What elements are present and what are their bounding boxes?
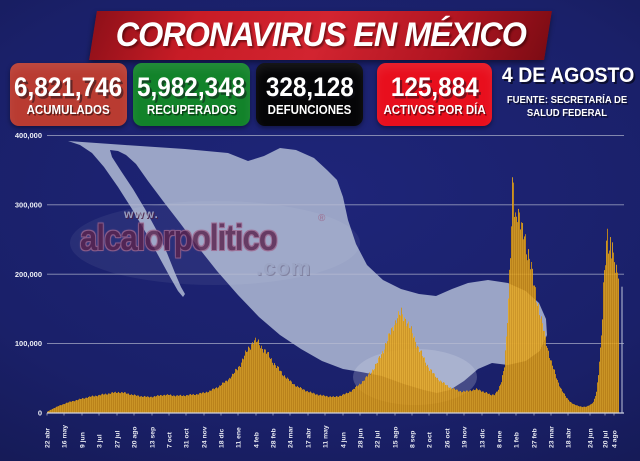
svg-text:100,000: 100,000	[15, 339, 42, 348]
svg-text:20 jul: 20 jul	[603, 431, 610, 448]
stat-box-activos: 125,884 ACTIVOS POR DÍA	[377, 63, 492, 126]
svg-text:24 jun: 24 jun	[588, 428, 595, 448]
source-line-1: FUENTE: SECRETARÍA DE	[506, 95, 628, 106]
svg-text:27 jul: 27 jul	[115, 431, 122, 448]
svg-text:18 dic: 18 dic	[219, 429, 226, 448]
watermark-halo-left	[70, 201, 360, 285]
svg-text:3 jul: 3 jul	[97, 434, 104, 448]
svg-text:4 jun: 4 jun	[341, 432, 348, 448]
svg-text:27 feb: 27 feb	[532, 428, 539, 448]
svg-text:200,000: 200,000	[15, 270, 42, 279]
svg-text:22 jul: 22 jul	[375, 431, 382, 448]
recuperados-value: 5,982,348	[137, 71, 246, 102]
title-banner: CORONAVIRUS EN MÉXICO	[89, 11, 552, 60]
source-line-2: SALUD FEDERAL	[526, 107, 608, 119]
svg-text:9 jun: 9 jun	[80, 432, 87, 448]
svg-text:4 ago: 4 ago	[612, 430, 619, 448]
recuperados-label: RECUPERADOS	[146, 102, 237, 117]
svg-text:23 mar: 23 mar	[549, 426, 556, 448]
svg-text:13 sep: 13 sep	[150, 427, 157, 448]
defunciones-value: 328,128	[265, 71, 354, 102]
svg-text:22 abr: 22 abr	[45, 428, 52, 448]
stat-box-defunciones: 328,128 DEFUNCIONES	[256, 63, 363, 126]
daily-actives-chart: 400,000 300,000 200,000 100,000 0 22 abr 16 ma…	[15, 131, 624, 448]
daily-bars	[47, 177, 619, 413]
svg-text:2 oct: 2 oct	[427, 431, 434, 448]
svg-text:0: 0	[38, 409, 42, 418]
svg-text:13 dic: 13 dic	[480, 429, 487, 448]
activos-value: 125,884	[390, 71, 479, 102]
axis	[46, 286, 624, 416]
svg-text:1 feb: 1 feb	[514, 432, 521, 448]
svg-text:8 ene: 8 ene	[497, 430, 504, 448]
stat-box-acumulados: 6,821,746 ACUMULADOS	[10, 63, 127, 126]
svg-text:18 abr: 18 abr	[566, 428, 573, 448]
svg-text:17 abr: 17 abr	[306, 428, 313, 448]
svg-text:4 feb: 4 feb	[254, 432, 261, 448]
axis-labels: 400,000 300,000 200,000 100,000 0 22 abr 16 ma…	[15, 131, 619, 448]
date-block: 4 DE AGOSTO FUENTE: SECRETARÍA DE SALUD …	[497, 63, 637, 120]
acumulados-label: ACUMULADOS	[26, 102, 111, 117]
svg-text:11 may: 11 may	[323, 425, 330, 448]
svg-text:28 jun: 28 jun	[358, 428, 365, 448]
svg-text:11 ene: 11 ene	[236, 427, 243, 448]
svg-text:15 ago: 15 ago	[393, 426, 400, 448]
svg-text:24 nov: 24 nov	[202, 426, 209, 448]
svg-text:300,000: 300,000	[15, 200, 42, 209]
stat-box-recuperados: 5,982,348 RECUPERADOS	[133, 63, 250, 126]
acumulados-value: 6,821,746	[14, 71, 123, 102]
page-title: CORONAVIRUS EN MÉXICO	[115, 16, 526, 54]
activos-label: ACTIVOS POR DÍA	[383, 102, 486, 117]
svg-text:26 oct: 26 oct	[445, 428, 452, 448]
defunciones-label: DEFUNCIONES	[267, 102, 352, 117]
svg-text:24 mar: 24 mar	[288, 426, 295, 448]
svg-text:19 nov: 19 nov	[462, 426, 469, 448]
svg-text:16 may: 16 may	[62, 425, 69, 448]
svg-text:8 sep: 8 sep	[410, 431, 417, 448]
svg-text:20 ago: 20 ago	[132, 426, 139, 448]
svg-text:400,000: 400,000	[15, 131, 42, 140]
svg-text:28 feb: 28 feb	[271, 428, 278, 448]
mexico-map-silhouette	[68, 141, 547, 393]
svg-text:7 oct: 7 oct	[167, 431, 174, 448]
report-date: 4 DE AGOSTO	[501, 64, 635, 87]
svg-text:31 oct: 31 oct	[184, 428, 191, 448]
